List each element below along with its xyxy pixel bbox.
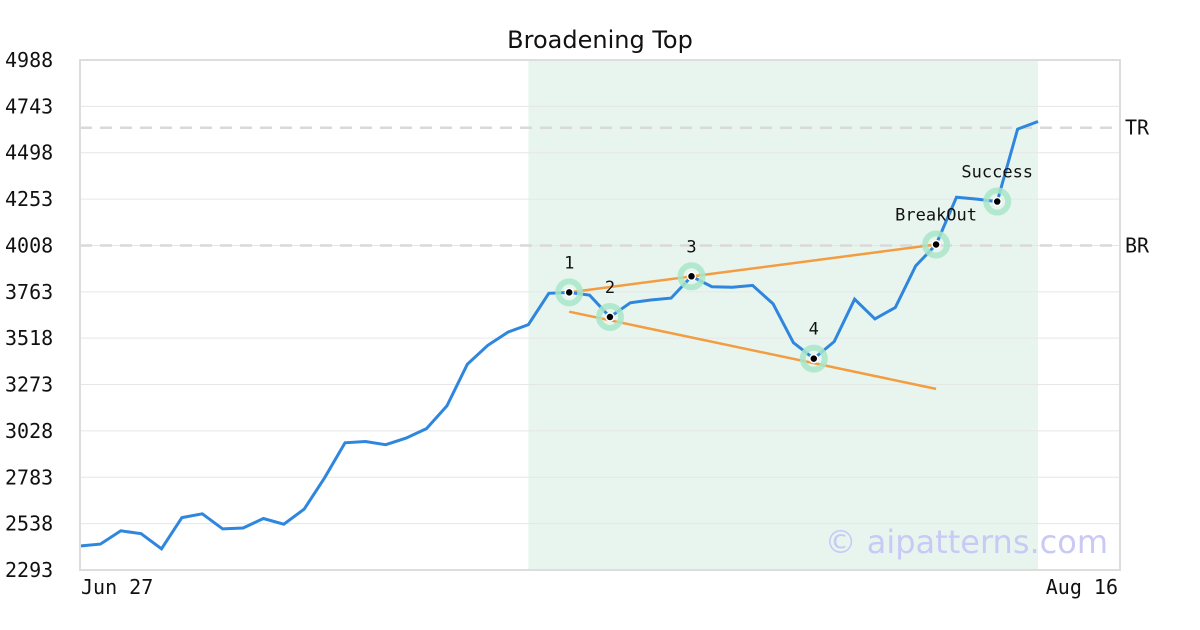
point-label-1: 1 xyxy=(564,253,574,273)
y-axis-tick-labels: 2293 2538 2783 3028 3273 3518 3763 4008 4253 4498… xyxy=(5,48,53,582)
pattern-points: 1 2 3 4 BreakOut Success xyxy=(555,163,1033,373)
point-label-4: 4 xyxy=(809,320,819,340)
chart-title: Broadening Top xyxy=(507,26,693,54)
point-marker-1 xyxy=(564,287,574,298)
point-marker-3 xyxy=(686,271,697,282)
point-halo-2 xyxy=(595,302,624,331)
point-halo-3 xyxy=(677,262,706,291)
reference-line-labels: TR BR xyxy=(1125,116,1150,258)
point-label-2: 2 xyxy=(605,278,615,298)
point-halo-success xyxy=(983,187,1012,216)
y-tick-label: 3518 xyxy=(5,326,53,350)
point-marker-4 xyxy=(809,353,819,364)
point-label-success: Success xyxy=(961,163,1033,183)
y-tick-label: 3763 xyxy=(5,280,53,304)
point-marker-success xyxy=(992,196,1002,207)
watermark: © aipatterns.com xyxy=(825,523,1108,561)
trend-line-upper xyxy=(569,243,937,294)
x-tick-label-end: Aug 16 xyxy=(1046,575,1118,599)
x-tick-label-start: Jun 27 xyxy=(81,575,153,599)
point-label-breakout: BreakOut xyxy=(895,206,977,226)
point-halo-1 xyxy=(555,278,584,307)
trend-line-lower xyxy=(568,310,937,391)
pattern-shaded-region xyxy=(528,60,1038,570)
y-tick-label: 4498 xyxy=(5,141,53,165)
y-tick-label: 2783 xyxy=(5,465,53,489)
y-tick-label: 3028 xyxy=(5,419,53,443)
point-marker-breakout xyxy=(931,239,941,250)
reference-line-label-tr: TR xyxy=(1125,116,1150,140)
trend-lines xyxy=(568,243,937,391)
y-tick-label: 2538 xyxy=(5,512,53,536)
point-halo-4 xyxy=(799,344,828,373)
y-tick-label: 4988 xyxy=(5,48,53,72)
y-tick-label: 4253 xyxy=(5,187,53,211)
y-tick-label: 4008 xyxy=(5,233,53,257)
plot-frame xyxy=(79,59,1121,571)
reference-line-label-br: BR xyxy=(1125,233,1150,257)
point-marker-2 xyxy=(605,312,615,322)
y-tick-label: 4743 xyxy=(5,94,53,118)
point-label-3: 3 xyxy=(686,237,696,257)
point-halo-breakout xyxy=(922,230,951,259)
y-tick-label: 2293 xyxy=(5,558,53,582)
y-tick-label: 3273 xyxy=(5,373,53,397)
